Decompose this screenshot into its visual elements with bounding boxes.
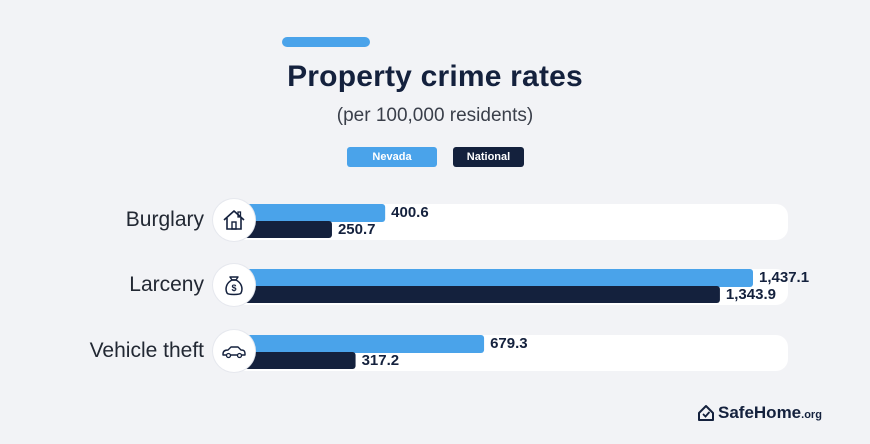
brand-logo: SafeHome .org	[697, 402, 822, 424]
burglary-icon-badge	[213, 199, 255, 241]
brand-suffix: .org	[801, 409, 822, 421]
value-label-national-vehicle-theft: 317.2	[362, 352, 400, 369]
bar-nevada-larceny	[233, 269, 753, 287]
value-label-nevada-burglary: 400.6	[391, 204, 429, 221]
value-label-nevada-larceny: 1,437.1	[759, 269, 809, 286]
category-label-larceny: Larceny	[129, 273, 204, 296]
value-label-national-larceny: 1,343.9	[726, 286, 776, 303]
svg-text:$: $	[231, 283, 236, 293]
money-bag-icon: $	[225, 276, 243, 296]
bar-nevada-burglary	[233, 204, 386, 222]
category-label-vehicle-theft: Vehicle theft	[89, 339, 204, 362]
legend-nevada: Nevada	[347, 147, 437, 167]
bar-national-burglary	[233, 221, 332, 238]
category-label-burglary: Burglary	[125, 208, 204, 231]
value-label-national-burglary: 250.7	[338, 221, 376, 238]
bar-national-larceny	[233, 286, 720, 303]
value-label-nevada-vehicle-theft: 679.3	[490, 335, 528, 352]
title-accent-bar	[282, 37, 370, 47]
bar-nevada-vehicle-theft	[233, 335, 485, 353]
home-shield-icon	[698, 405, 714, 421]
car-icon	[222, 346, 246, 359]
larceny-icon-badge: $	[213, 264, 255, 306]
house-icon	[223, 210, 245, 230]
bar-national-vehicle-theft	[233, 352, 356, 369]
chart-title: Property crime rates	[287, 60, 583, 93]
legend-national: National	[453, 147, 524, 167]
brand-name: SafeHome	[718, 403, 802, 422]
chart-subtitle: (per 100,000 residents)	[336, 105, 534, 126]
vehicle-theft-icon-badge	[213, 330, 255, 372]
